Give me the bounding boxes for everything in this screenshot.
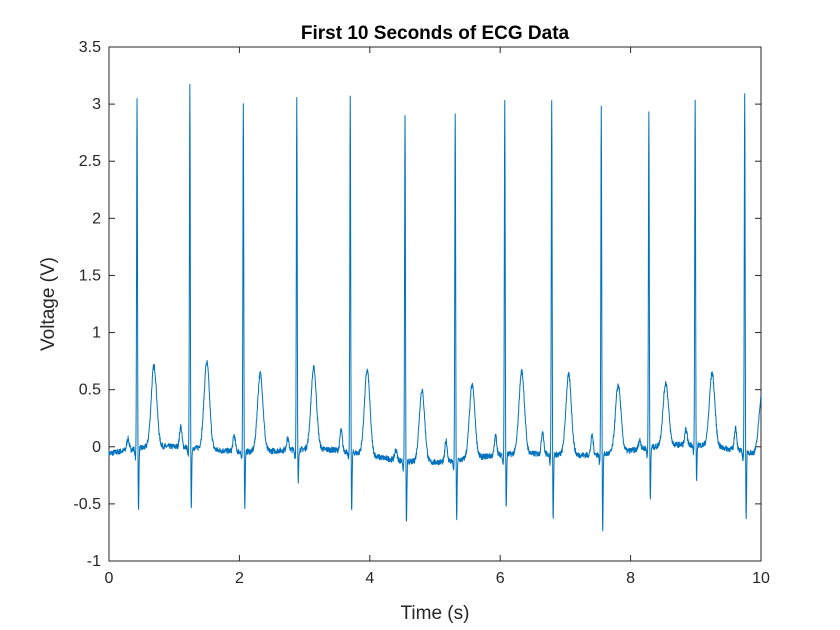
y-tick-label: 3 — [92, 96, 101, 113]
x-tick-label: 0 — [105, 570, 114, 587]
y-axis-label: Voltage (V) — [38, 257, 59, 351]
x-tick-label: 8 — [626, 570, 635, 587]
y-tick-label: 2.5 — [79, 153, 101, 170]
y-tick-label: 1.5 — [79, 267, 101, 284]
tick-group: 0 2 4 6 8 10 -1 -0.5 0 0.5 1 1.5 2 2.5 3 3.5 — [73, 39, 770, 587]
x-tick-label: 10 — [752, 570, 770, 587]
x-axis-label: Time (s) — [401, 603, 470, 624]
y-tick-label: -0.5 — [73, 496, 101, 513]
y-tick-label: 2 — [92, 210, 101, 227]
x-tick-label: 6 — [496, 570, 505, 587]
y-tick-label: 0 — [92, 439, 101, 456]
y-tick-label: -1 — [87, 553, 101, 570]
y-tick-label: 1 — [92, 325, 101, 342]
chart-title: First 10 Seconds of ECG Data — [301, 23, 570, 44]
y-tick-label: 3.5 — [79, 39, 101, 56]
y-tick-label: 0.5 — [79, 382, 101, 399]
x-tick-label: 2 — [235, 570, 244, 587]
ecg-trace — [108, 83, 762, 532]
ecg-line — [108, 83, 762, 532]
x-tick-label: 4 — [365, 570, 374, 587]
plot-area — [108, 46, 762, 562]
